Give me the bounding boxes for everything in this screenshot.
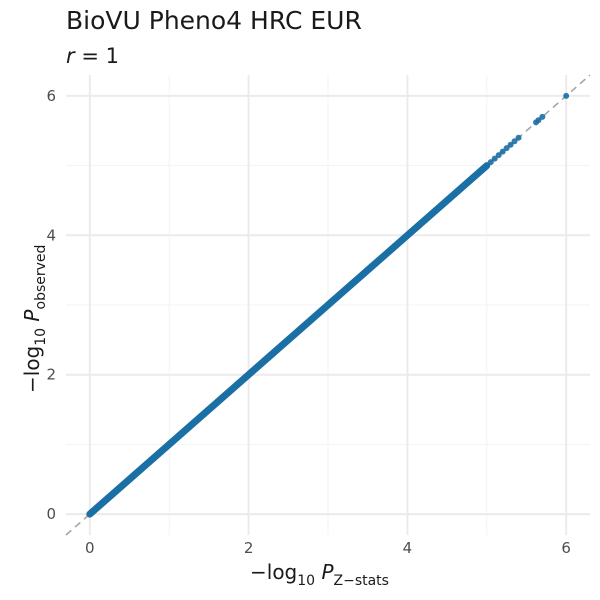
x-axis-label-log: −log (250, 560, 298, 584)
dense-points-line (86, 162, 491, 518)
data-point (499, 148, 506, 155)
data-point (515, 134, 522, 141)
data-point (511, 138, 518, 145)
y-tick-label: 2 (46, 366, 56, 384)
chart-subtitle: r = 1 (66, 44, 119, 68)
subtitle-variable: r (66, 44, 75, 68)
y-axis-label: −log10 Pobserved (20, 245, 49, 393)
y-axis-label-log: −log (20, 345, 44, 393)
data-point (535, 117, 542, 124)
dense-points-band (86, 162, 491, 518)
y-tick-label: 4 (46, 226, 56, 244)
x-tick-label: 2 (244, 539, 254, 557)
data-point (503, 145, 510, 152)
x-tick-label: 6 (561, 539, 571, 557)
chart-title: BioVU Pheno4 HRC EUR (66, 6, 362, 35)
data-point (491, 155, 498, 162)
data-point (495, 152, 502, 159)
y-axis-label-base: 10 (33, 327, 49, 346)
data-point (487, 159, 494, 166)
tick-labels: 0 2 4 6 0 2 4 6 (46, 87, 571, 557)
data-point (563, 92, 570, 99)
y-axis-label-var: P (20, 309, 44, 322)
x-axis-label-var: P (321, 560, 334, 584)
y-axis-label-subscript: observed (33, 244, 49, 310)
data-points (487, 92, 570, 166)
grid-lines (66, 75, 590, 535)
x-axis-label-base: 10 (297, 573, 316, 589)
x-tick-label: 0 (85, 539, 95, 557)
y-tick-label: 0 (46, 505, 56, 523)
x-axis-label-subscript: Z−stats (333, 573, 389, 589)
data-point (539, 113, 546, 120)
x-axis-label: −log10 PZ−stats (250, 560, 389, 589)
subtitle-value: = 1 (74, 44, 119, 68)
x-tick-label: 4 (403, 539, 413, 557)
data-point (507, 141, 514, 148)
y-tick-label: 6 (46, 87, 56, 105)
